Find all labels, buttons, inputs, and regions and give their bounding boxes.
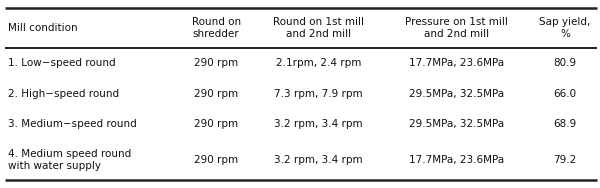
Text: 4. Medium speed round
with water supply: 4. Medium speed round with water supply: [8, 149, 131, 171]
Text: 29.5MPa, 32.5MPa: 29.5MPa, 32.5MPa: [409, 119, 504, 129]
Text: 2.1rpm, 2.4 rpm: 2.1rpm, 2.4 rpm: [276, 58, 361, 68]
Text: 17.7MPa, 23.6MPa: 17.7MPa, 23.6MPa: [409, 58, 504, 68]
Text: 290 rpm: 290 rpm: [194, 119, 238, 129]
Text: Sap yield,
%: Sap yield, %: [539, 17, 590, 39]
Text: 1. Low−speed round: 1. Low−speed round: [8, 58, 116, 68]
Text: Round on
shredder: Round on shredder: [191, 17, 241, 39]
Text: 290 rpm: 290 rpm: [194, 155, 238, 165]
Text: 29.5MPa, 32.5MPa: 29.5MPa, 32.5MPa: [409, 89, 504, 99]
Text: 3.2 rpm, 3.4 rpm: 3.2 rpm, 3.4 rpm: [274, 119, 363, 129]
Text: 68.9: 68.9: [553, 119, 577, 129]
Text: 66.0: 66.0: [553, 89, 577, 99]
Text: 3. Medium−speed round: 3. Medium−speed round: [8, 119, 137, 129]
Text: 7.3 rpm, 7.9 rpm: 7.3 rpm, 7.9 rpm: [274, 89, 363, 99]
Text: 290 rpm: 290 rpm: [194, 58, 238, 68]
Text: 3.2 rpm, 3.4 rpm: 3.2 rpm, 3.4 rpm: [274, 155, 363, 165]
Text: 2. High−speed round: 2. High−speed round: [8, 89, 119, 99]
Text: 80.9: 80.9: [553, 58, 577, 68]
Text: 17.7MPa, 23.6MPa: 17.7MPa, 23.6MPa: [409, 155, 504, 165]
Text: 290 rpm: 290 rpm: [194, 89, 238, 99]
Text: Pressure on 1st mill
and 2nd mill: Pressure on 1st mill and 2nd mill: [405, 17, 508, 39]
Text: Mill condition: Mill condition: [8, 23, 78, 33]
Text: Round on 1st mill
and 2nd mill: Round on 1st mill and 2nd mill: [273, 17, 364, 39]
Text: 79.2: 79.2: [553, 155, 577, 165]
